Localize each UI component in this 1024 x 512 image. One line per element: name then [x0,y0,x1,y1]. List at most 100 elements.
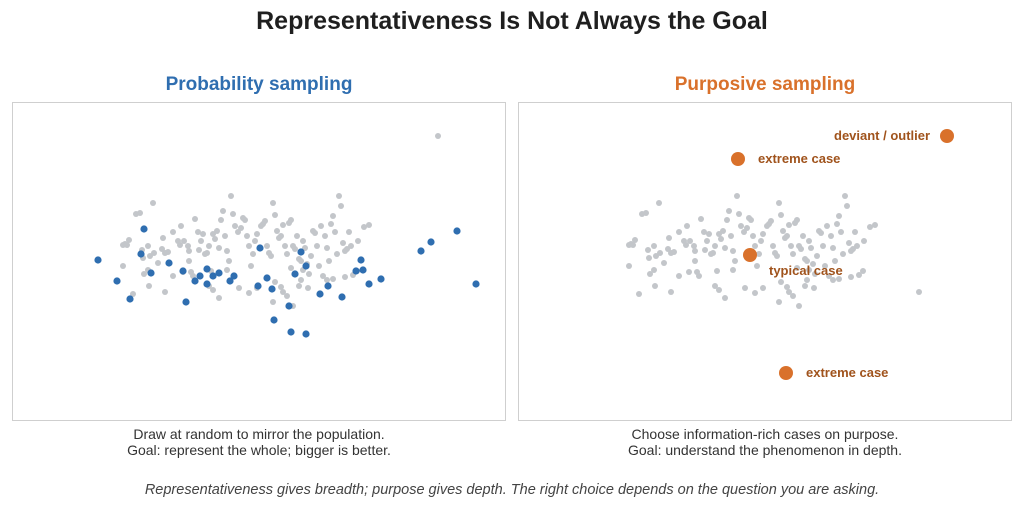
purposive-sampling-title: Purposive sampling [674,74,856,95]
population-point [318,223,324,229]
random-sample-point [287,328,295,336]
population-point [636,291,642,297]
population-point [262,218,268,224]
population-point [784,233,790,239]
population-point [808,245,814,251]
population-point [322,233,328,239]
population-point [162,289,168,295]
population-point [334,251,340,257]
population-point [806,267,812,273]
population-point [270,299,276,305]
population-point [824,223,830,229]
population-point [274,228,280,234]
footer-note: Representativeness gives breadth; purpos… [144,482,880,498]
population-point [651,267,657,273]
population-point [701,229,707,235]
population-point [788,243,794,249]
population-point [718,236,724,242]
population-point [736,211,742,217]
population-point [292,246,298,252]
random-sample-point [338,293,346,301]
population-point [340,240,346,246]
population-point [656,200,662,206]
population-point [192,216,198,222]
population-point [278,233,284,239]
population-point [668,289,674,295]
population-point [204,250,210,256]
random-sample-point [472,280,480,288]
random-sample-point [270,316,278,324]
population-point [692,258,698,264]
population-point [170,229,176,235]
population-point [195,229,201,235]
population-point [774,253,780,259]
population-point [842,193,848,199]
random-sample-point [365,280,373,288]
population-point [710,250,716,256]
population-point [316,263,322,269]
population-point [778,279,784,285]
random-sample-point [427,238,435,246]
population-point [840,251,846,257]
random-sample-point [359,266,367,274]
population-point [686,269,692,275]
population-point [130,291,136,297]
probability-sampling-panel [12,102,506,421]
population-point [284,293,290,299]
population-point [802,283,808,289]
population-point [652,283,658,289]
population-point [834,221,840,227]
population-point [238,225,244,231]
population-point [776,200,782,206]
random-sample-point [191,277,199,285]
random-sample-point [352,267,360,275]
purposive-caption-line1: Choose information-rich cases on purpose… [631,426,899,442]
population-point [314,243,320,249]
population-point [812,271,818,277]
population-point [756,251,762,257]
population-point [244,233,250,239]
population-point [676,273,682,279]
population-point [216,295,222,301]
population-point [133,211,139,217]
population-point [324,245,330,251]
population-point [228,193,234,199]
population-point [768,218,774,224]
case-label: extreme case [806,365,888,380]
population-point [361,224,367,230]
population-point [236,285,242,291]
population-point [224,248,230,254]
population-point [748,217,754,223]
population-point [683,242,689,248]
population-point [811,285,817,291]
population-point [248,263,254,269]
population-point [780,228,786,234]
population-point [784,284,790,290]
population-point [738,223,744,229]
population-point [282,243,288,249]
population-point [645,247,651,253]
population-point [120,263,126,269]
population-point [820,243,826,249]
random-sample-point [182,298,190,306]
random-sample-point [256,244,264,252]
population-point [730,248,736,254]
random-sample-point [94,256,102,264]
population-point [806,238,812,244]
random-sample-point [268,285,276,293]
purposive-caption: Choose information-rich cases on purpose… [518,426,1012,458]
population-point [298,277,304,283]
probability-scatter [94,133,480,338]
population-point [692,248,698,254]
population-point [651,243,657,249]
population-point [854,243,860,249]
purposive-case-point [779,366,793,380]
population-point [298,258,304,264]
random-sample-point [215,269,223,277]
population-point [338,203,344,209]
population-point [230,211,236,217]
population-point [151,250,157,256]
random-sample-point [137,250,145,258]
random-sample-point [285,302,293,310]
random-sample-point [147,269,155,277]
